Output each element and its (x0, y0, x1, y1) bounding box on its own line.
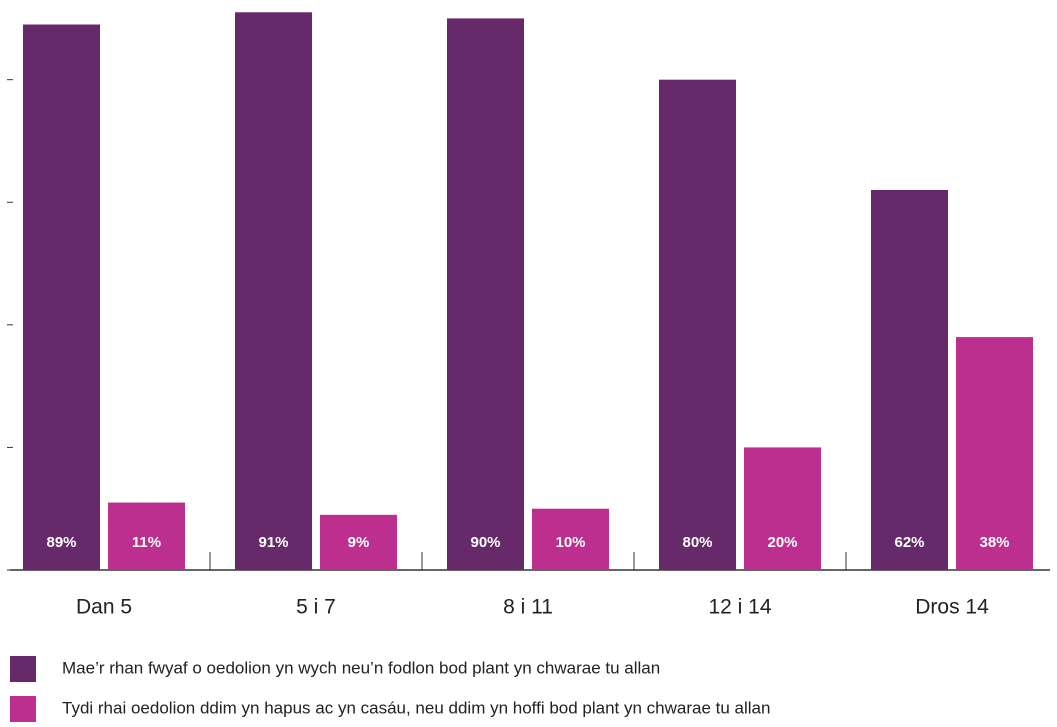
value-label: 38% (979, 534, 1009, 551)
bar (744, 447, 821, 570)
legend-label: Tydi rhai oedolion ddim yn hapus ac yn c… (62, 698, 770, 717)
bar (447, 18, 524, 571)
value-label: 9% (348, 534, 370, 551)
legend-swatch (10, 696, 36, 722)
bar (659, 79, 736, 570)
value-label: 90% (470, 534, 500, 551)
x-tick-label: Dros 14 (915, 596, 989, 619)
value-label: 62% (894, 534, 924, 551)
x-tick-label: 5 i 7 (296, 596, 336, 619)
x-tick-label: Dan 5 (76, 596, 132, 619)
value-label: 89% (46, 534, 76, 551)
value-label: 10% (555, 534, 585, 551)
legend-label: Mae’r rhan fwyaf o oedolion yn wych neu’… (62, 658, 660, 677)
x-tick-label: 12 i 14 (708, 596, 771, 619)
bar (235, 12, 312, 571)
x-tick-label: 8 i 11 (503, 596, 553, 619)
value-label: 20% (767, 534, 797, 551)
bar (320, 514, 397, 570)
bar (108, 502, 185, 570)
legend-swatch (10, 656, 36, 682)
value-label: 91% (258, 534, 288, 551)
bar (956, 337, 1033, 570)
bar (23, 24, 100, 571)
bar (532, 508, 609, 570)
bar (871, 190, 948, 570)
value-label: 80% (682, 534, 712, 551)
value-label: 11% (132, 534, 161, 551)
